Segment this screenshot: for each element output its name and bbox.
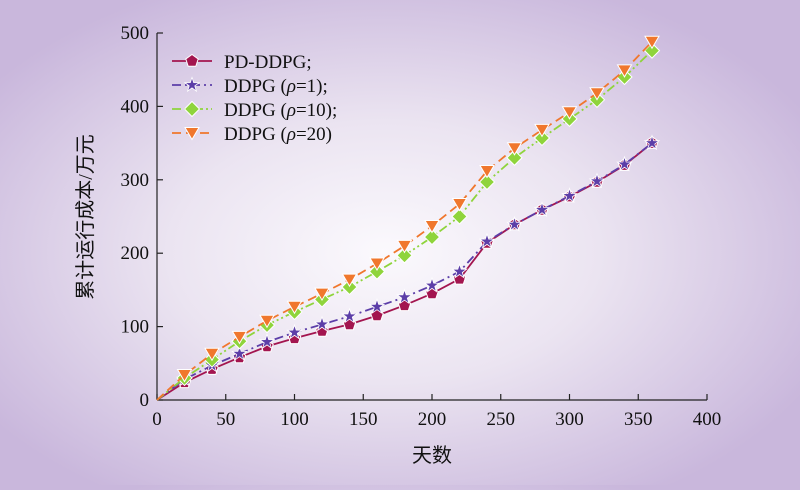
series-1 bbox=[156, 135, 659, 401]
data-point bbox=[259, 314, 275, 329]
data-point bbox=[424, 220, 440, 234]
legend-label: DDPG (ρ=10); bbox=[224, 100, 337, 121]
data-point bbox=[396, 247, 413, 264]
data-point bbox=[368, 298, 386, 314]
data-point bbox=[370, 308, 384, 322]
data-point bbox=[616, 64, 633, 78]
data-point bbox=[368, 263, 386, 280]
data-point bbox=[643, 134, 661, 151]
x-tick-label: 400 bbox=[693, 409, 722, 430]
x-tick-label: 150 bbox=[349, 409, 378, 430]
data-point bbox=[589, 87, 605, 101]
data-point bbox=[341, 273, 358, 288]
data-point bbox=[478, 173, 496, 191]
y-tick-label: 300 bbox=[121, 170, 150, 191]
series-4 bbox=[156, 35, 660, 401]
data-point bbox=[204, 347, 220, 362]
data-point bbox=[231, 330, 248, 345]
x-axis-title: 天数 bbox=[412, 444, 452, 467]
legend-item-1: PD-DDPG; bbox=[172, 52, 312, 73]
x-tick-label: 200 bbox=[418, 409, 447, 430]
data-point bbox=[533, 201, 551, 218]
data-point bbox=[176, 369, 193, 383]
data-point bbox=[451, 208, 468, 225]
legend-label: DDPG (ρ=20) bbox=[224, 124, 332, 145]
y-tick-label: 500 bbox=[121, 23, 150, 44]
data-point bbox=[561, 187, 578, 204]
data-point bbox=[341, 307, 358, 324]
data-point bbox=[286, 323, 303, 340]
y-tick-label: 200 bbox=[121, 243, 150, 264]
legend-item-4: DDPG (ρ=20) bbox=[172, 124, 332, 145]
data-point bbox=[561, 106, 578, 120]
x-tick-label: 350 bbox=[624, 409, 653, 430]
data-point bbox=[369, 257, 385, 271]
data-point bbox=[534, 123, 550, 138]
legend-marker bbox=[185, 53, 199, 67]
legend-marker bbox=[184, 127, 200, 141]
y-tick-label: 100 bbox=[121, 317, 150, 338]
x-tick-label: 250 bbox=[487, 409, 516, 430]
data-point bbox=[286, 300, 303, 315]
data-point bbox=[479, 164, 495, 179]
legend-label: DDPG (ρ=1); bbox=[224, 76, 328, 97]
data-point bbox=[616, 155, 633, 172]
y-tick-label: 0 bbox=[140, 390, 150, 411]
y-tick-label: 400 bbox=[121, 96, 150, 117]
legend: PD-DDPG; DDPG (ρ=1); DDPG (ρ=10); DDPG (ρ=2… bbox=[172, 52, 337, 145]
series-line bbox=[156, 142, 653, 401]
data-point bbox=[478, 232, 496, 249]
legend-marker bbox=[183, 76, 201, 93]
data-point bbox=[396, 239, 413, 254]
axes-layer: 0 50 100 150 200 250 300 350 400 0 100 200 300 400 500 bbox=[121, 23, 722, 430]
data-point bbox=[396, 288, 413, 305]
legend-label: PD-DDPG; bbox=[224, 52, 312, 73]
data-point bbox=[258, 333, 276, 350]
legend-item-3: DDPG (ρ=10); bbox=[172, 100, 337, 121]
data-point bbox=[506, 149, 523, 166]
data-point bbox=[506, 215, 523, 232]
x-tick-label: 50 bbox=[216, 409, 235, 430]
data-point bbox=[231, 345, 248, 361]
data-point bbox=[644, 35, 660, 50]
x-tick-label: 100 bbox=[280, 409, 309, 430]
data-point bbox=[506, 142, 523, 156]
data-point bbox=[423, 276, 441, 293]
x-tick-label: 0 bbox=[152, 409, 162, 430]
data-point bbox=[533, 129, 551, 147]
data-point bbox=[313, 315, 331, 332]
y-axis-title: 累计运行成本/万元 bbox=[74, 134, 97, 300]
series-layer bbox=[156, 35, 661, 401]
data-point bbox=[314, 287, 330, 302]
data-point bbox=[451, 262, 468, 279]
data-point bbox=[588, 172, 606, 189]
x-tick-label: 300 bbox=[555, 409, 584, 430]
data-point bbox=[451, 198, 468, 212]
data-point bbox=[423, 228, 441, 246]
legend-item-2: DDPG (ρ=1); bbox=[172, 76, 328, 97]
legend-marker bbox=[183, 100, 201, 118]
